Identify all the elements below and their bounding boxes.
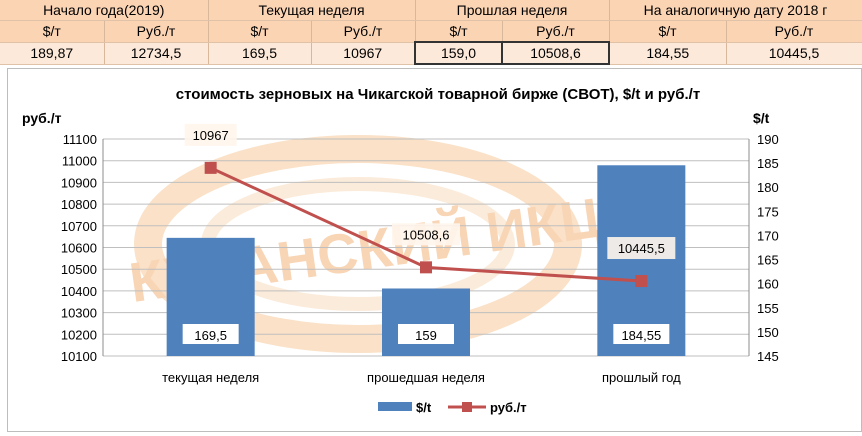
unit-rub: Руб./т [726, 20, 862, 43]
usd-bar-label-box [613, 324, 670, 344]
right-axis-unit-label: $/t [753, 110, 770, 126]
right-tick-label: 185 [757, 156, 779, 171]
rub-line: 10967 10508,6 10445,5 [184, 123, 676, 288]
legend-label-usd: $/t [416, 400, 432, 415]
legend: $/t руб./т [378, 400, 527, 415]
left-tick-label: 10400 [61, 284, 97, 299]
rub-line-label: 10967 [193, 128, 229, 143]
unit-usd: $/т [609, 20, 727, 43]
chart-title: стоимость зерновых на Чикагской товарной… [176, 86, 700, 103]
unit-usd: $/т [415, 20, 503, 43]
left-tick-label: 10500 [61, 262, 97, 277]
right-tick-label: 190 [757, 132, 779, 147]
usd-bar-label-box [398, 324, 454, 344]
unit-usd: $/т [0, 20, 105, 43]
unit-rub: Руб./т [502, 20, 610, 43]
usd-bar-label-box [182, 324, 239, 344]
usd-bar-label: 169,5 [194, 328, 227, 343]
value-2018-usd: 184,55 [609, 42, 727, 65]
right-tick-label: 175 [757, 204, 779, 219]
rub-line-marker [635, 275, 648, 288]
rub-line-label-box [184, 123, 237, 146]
rub-line-label: 10508,6 [403, 227, 450, 242]
legend-label-rub: руб./т [490, 400, 527, 415]
left-tick-label: 10600 [61, 241, 97, 256]
grain-price-chart: КУБАНСКИЙ ИКЦ стоимость зерновых на Чика… [22, 86, 779, 415]
right-tick-label: 165 [757, 253, 779, 268]
legend-swatch-usd [378, 402, 412, 411]
left-tick-label: 10200 [61, 327, 97, 342]
group-header-current-week: Текущая неделя [208, 0, 416, 21]
usd-bars: 169,5 159 184,55 [166, 165, 686, 356]
left-tick-label: 10100 [61, 349, 97, 364]
value-previous-week-usd: 159,0 [414, 41, 503, 65]
rub-line-label-box [392, 223, 460, 246]
right-tick-label: 155 [757, 301, 779, 316]
left-tick-label: 10700 [61, 219, 97, 234]
right-tick-label: 145 [757, 349, 779, 364]
left-axis-unit-label: руб./т [22, 110, 62, 126]
value-year-start-rub: 12734,5 [104, 42, 209, 65]
unit-rub: Руб./т [311, 20, 416, 43]
group-header-year-start: Начало года(2019) [0, 0, 209, 21]
rub-line-label-box [607, 237, 676, 260]
left-tick-label: 10900 [61, 175, 97, 190]
group-header-previous-week: Прошлая неделя [415, 0, 610, 21]
category-label: прошедшая неделя [367, 370, 485, 385]
right-tick-label: 180 [757, 180, 779, 195]
category-labels: текущая неделя прошедшая неделя прошлый го… [162, 370, 681, 385]
left-tick-label: 11000 [62, 154, 97, 169]
rub-line-marker [420, 261, 432, 274]
value-current-week-usd: 169,5 [208, 42, 312, 65]
legend-marker-rub [462, 402, 472, 412]
value-current-week-rub: 10967 [311, 42, 416, 65]
rub-line-label: 10445,5 [618, 241, 665, 256]
left-axis-ticks: 10100 10200 10300 10400 10500 10600 10700 10800… [61, 132, 97, 364]
unit-usd: $/т [208, 20, 312, 43]
value-previous-week-rub: 10508,6 [501, 41, 610, 65]
value-2018-rub: 10445,5 [726, 42, 862, 65]
left-tick-label: 10800 [61, 197, 97, 212]
usd-bar-label: 184,55 [621, 328, 661, 343]
rub-line-marker [204, 161, 217, 174]
left-tick-label: 11100 [63, 132, 97, 147]
unit-rub: Руб./т [104, 20, 209, 43]
category-label: прошлый год [602, 370, 681, 385]
usd-bar [382, 288, 470, 356]
value-year-start-usd: 189,87 [0, 42, 105, 65]
chart-container: КУБАНСКИЙ ИКЦ стоимость зерновых на Чика… [7, 68, 862, 432]
right-axis-ticks: 145 150 155 160 165 170 175 180 185 190 [757, 132, 779, 364]
right-tick-label: 150 [757, 325, 779, 340]
usd-bar-label: 159 [415, 328, 437, 343]
price-summary-table: Начало года(2019) Текущая неделя Прошлая… [0, 0, 862, 65]
group-header-same-date-2018: На аналогичную дату 2018 г [609, 0, 862, 21]
left-tick-label: 10300 [61, 306, 97, 321]
right-tick-label: 160 [757, 277, 779, 292]
right-tick-label: 170 [757, 228, 779, 243]
category-label: текущая неделя [162, 370, 259, 385]
